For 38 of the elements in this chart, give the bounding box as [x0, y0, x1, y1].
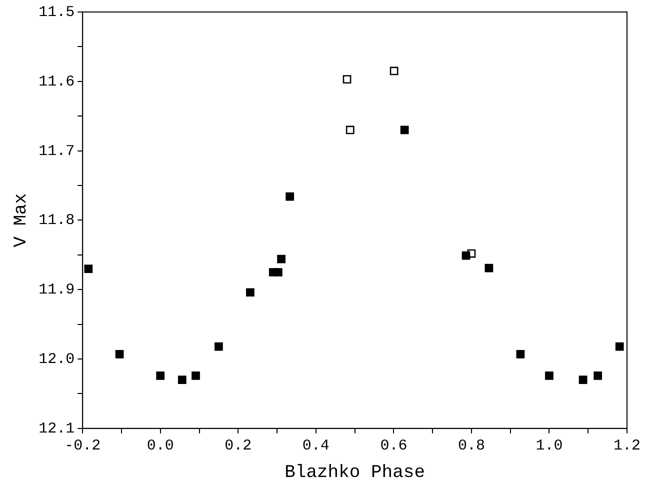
point: [115, 350, 124, 358]
y-tick-label: 11.7: [38, 142, 75, 160]
y-tick-label: 11.5: [38, 4, 75, 21]
point: [390, 66, 398, 76]
point: [192, 371, 200, 380]
y-axis-title: V Max: [12, 193, 32, 248]
point: [400, 126, 409, 134]
y-tick-label: 11.8: [38, 212, 75, 230]
y-tick-label: 12.0: [38, 350, 75, 368]
point: [178, 376, 186, 384]
point: [277, 254, 286, 264]
point: [594, 371, 602, 380]
x-tick-label: 0.8: [458, 437, 485, 454]
point: [578, 376, 588, 384]
point: [342, 75, 352, 84]
point: [545, 371, 554, 380]
point: [484, 264, 494, 272]
x-tick-label: 0.0: [146, 437, 174, 454]
point: [156, 371, 165, 380]
x-axis-title: Blazhko Phase: [284, 462, 426, 483]
point: [615, 342, 624, 351]
x-tick-label: -0.2: [64, 437, 101, 454]
point: [214, 342, 223, 351]
point: [246, 288, 254, 297]
point: [286, 192, 294, 201]
point: [346, 126, 354, 134]
y-tick-label: 12.1: [38, 420, 75, 438]
y-tick-label: 11.9: [38, 282, 75, 299]
point: [274, 268, 282, 276]
x-tick-label: 1.0: [536, 437, 563, 454]
point: [462, 251, 470, 260]
x-tick-label: 0.6: [380, 437, 408, 454]
point: [516, 350, 525, 358]
x-tick-label: 0.4: [302, 437, 330, 454]
point: [84, 264, 93, 273]
x-tick-label: 1.2: [613, 437, 641, 454]
y-tick-label: 11.6: [38, 73, 75, 90]
x-tick-label: 0.2: [224, 437, 252, 454]
